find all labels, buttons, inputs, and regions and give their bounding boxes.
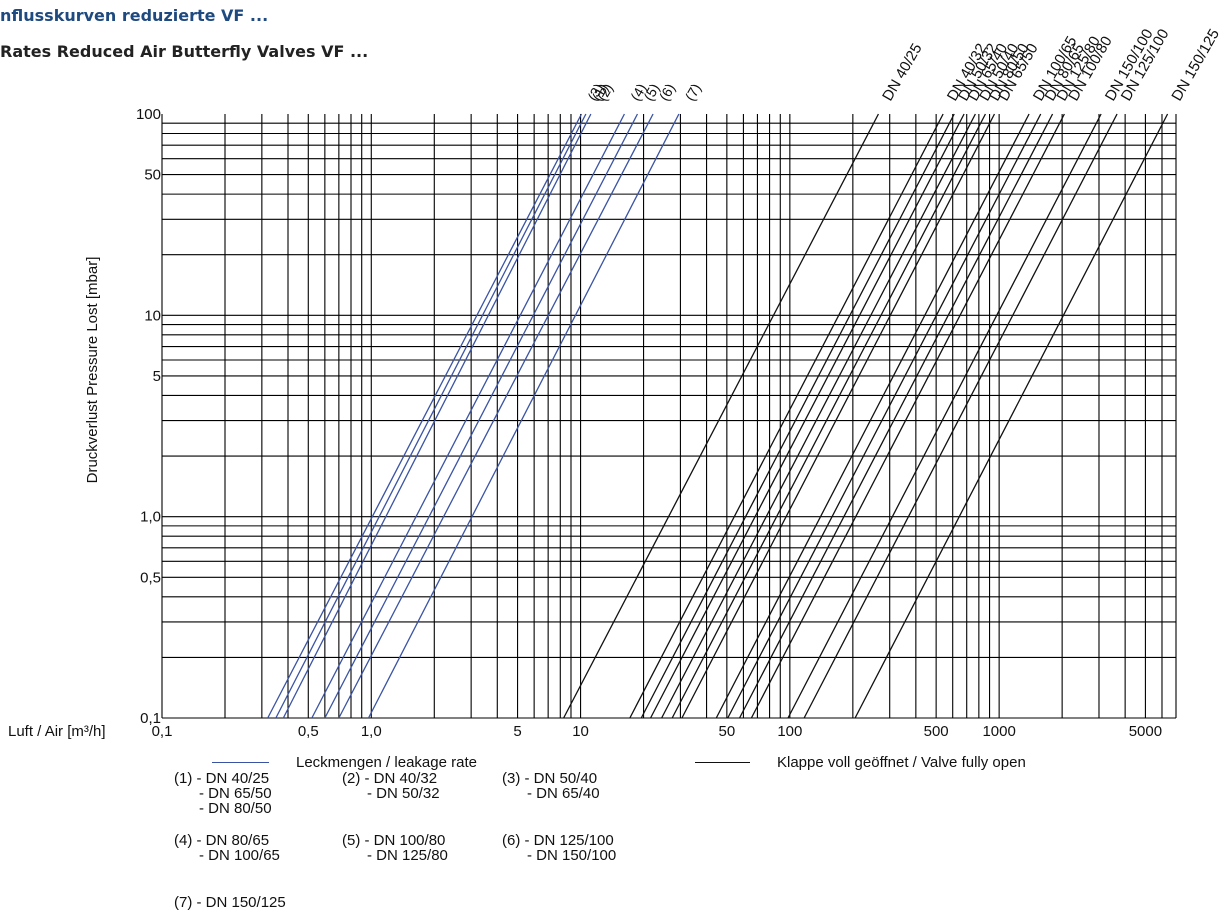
- leak-curve-4: [311, 113, 625, 719]
- open-curve-1: [563, 113, 880, 719]
- open-curve-3: [640, 113, 955, 719]
- legend-group-3: (3) - DN 50/40 - DN 65/40: [502, 770, 600, 802]
- x-tick-label: 5: [513, 723, 521, 740]
- x-tick-label: 1,0: [361, 723, 382, 740]
- y-tick-label: 0,1: [140, 710, 161, 727]
- open-curve-6: [671, 113, 987, 719]
- legend-group-1: (1) - DN 40/25 - DN 65/50 - DN 80/50: [174, 770, 272, 817]
- chart-title: nflusskurven reduzierte VF ...: [0, 6, 269, 25]
- leak-curve-7: [367, 113, 680, 719]
- open-curve-13: [803, 113, 1118, 719]
- legend-group-4: (4) - DN 80/65 - DN 100/65: [174, 832, 280, 864]
- leak-curve-label-5: (5): [640, 81, 662, 104]
- legend-open-label: Klappe voll geöffnet / Valve fully open: [777, 754, 1026, 771]
- legend-leak-label: Leckmengen / leakage rate: [296, 754, 477, 771]
- open-curve-8: [715, 113, 1030, 719]
- x-tick-label: 500: [924, 723, 949, 740]
- open-curve-14: [854, 113, 1169, 719]
- legend-group-2: (2) - DN 40/32 - DN 50/32: [342, 770, 440, 802]
- open-curve-10: [738, 113, 1054, 719]
- x-tick-label: 10: [572, 723, 589, 740]
- chart-subtitle: Rates Reduced Air Butterfly Valves VF ..…: [0, 42, 369, 61]
- x-tick-label: 0,5: [298, 723, 319, 740]
- leak-curve-1: [267, 113, 583, 719]
- open-curve-7: [681, 113, 996, 719]
- leak-curve-label-4: (4): [627, 81, 649, 104]
- open-curve-9: [727, 113, 1042, 719]
- y-tick-label: 5: [153, 368, 161, 385]
- legend-group-7: (7) - DN 150/125: [174, 894, 286, 911]
- leak-curve-label-1: (3): [584, 81, 606, 104]
- curves: [267, 113, 1169, 719]
- legend-group-5: (5) - DN 100/80 - DN 125/80: [342, 832, 448, 864]
- leak-curve-2: [275, 113, 587, 719]
- leak-curve-6: [338, 113, 654, 719]
- leak-curve-label-7: (7): [682, 81, 704, 104]
- open-curve-11: [750, 113, 1065, 719]
- legend-group-6: (6) - DN 125/100 - DN 150/100: [502, 832, 617, 864]
- leak-curve-label-3: (2): [594, 81, 616, 104]
- open-curve-5: [661, 113, 976, 719]
- x-axis-label: Luft / Air [m³/h]: [8, 723, 106, 740]
- open-curve-2: [629, 113, 944, 719]
- x-tick-label: 100: [777, 723, 802, 740]
- leak-curve-3: [282, 113, 592, 719]
- leak-curve-label-2: (1): [589, 81, 611, 104]
- open-curve-12: [787, 113, 1102, 719]
- y-tick-label: 0,5: [140, 569, 161, 586]
- leak-curve-5: [324, 113, 639, 719]
- x-tick-label: 50: [719, 723, 736, 740]
- x-tick-label: 5000: [1129, 723, 1162, 740]
- y-tick-label: 50: [144, 167, 161, 184]
- y-tick-label: 1,0: [140, 509, 161, 526]
- open-curve-label-1: DN 40/25: [879, 41, 925, 104]
- y-axis-label: Druckverlust Pressure Lost [mbar]: [84, 257, 101, 484]
- grid-lines: [161, 114, 1177, 719]
- leak-curve-label-6: (6): [656, 81, 678, 104]
- x-tick-label: 0,1: [152, 723, 173, 740]
- legend-leak-swatch: [212, 762, 269, 763]
- legend-open-swatch: [695, 762, 750, 763]
- y-tick-label: 10: [144, 307, 161, 324]
- x-tick-label: 1000: [982, 723, 1015, 740]
- open-curve-4: [649, 113, 965, 719]
- y-tick-label: 100: [136, 106, 161, 123]
- open-curve-label-14: DN 150/125: [1168, 26, 1219, 104]
